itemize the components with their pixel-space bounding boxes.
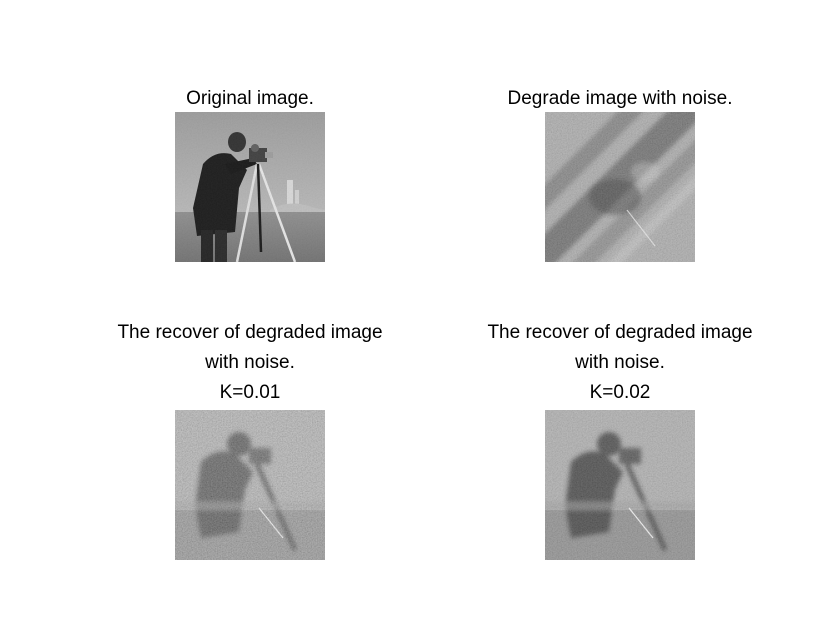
original-image [175,112,325,262]
recovered-image-k002 [545,410,695,560]
panel-title-recover-k002: The recover of degraded image with noise… [410,318,830,408]
degraded-image [545,112,695,262]
title-line: K=0.02 [589,382,651,403]
title-line: K=0.01 [219,382,281,403]
panel-title-degraded: Degrade image with noise. [410,84,830,114]
recovered-image-k001 [175,410,325,560]
title-line: The recover of degraded image [117,322,383,343]
title-line: Degrade image with noise. [507,88,733,109]
title-line: with noise. [205,352,295,373]
title-line: The recover of degraded image [487,322,753,343]
panel-title-original: Original image. [40,84,460,114]
panel-title-recover-k001: The recover of degraded image with noise… [40,318,460,408]
title-line: Original image. [186,88,314,109]
title-line: with noise. [575,352,665,373]
